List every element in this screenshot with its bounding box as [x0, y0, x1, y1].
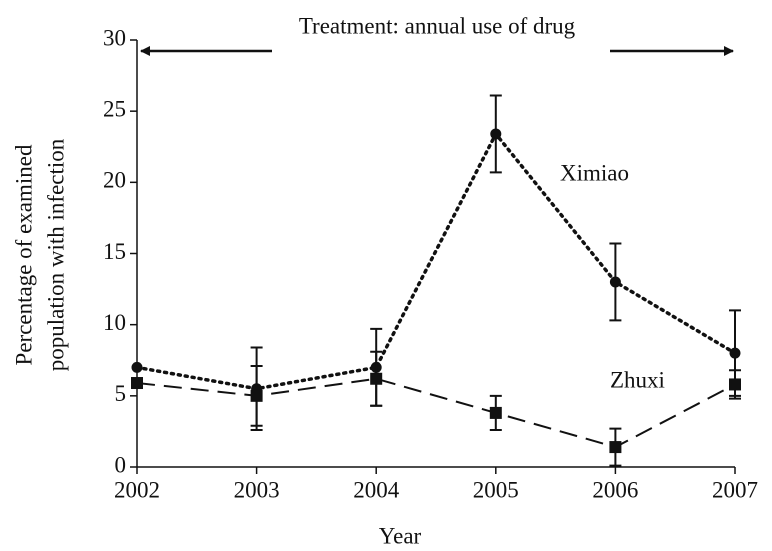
series-line — [136, 377, 736, 449]
x-tick-label: 2002 — [114, 477, 160, 502]
y-tick-label: 30 — [103, 25, 126, 50]
x-tick-label: 2003 — [234, 477, 280, 502]
y-axis-label-line: Percentage of examined — [11, 144, 36, 365]
point — [609, 441, 622, 454]
x-tick-label: 2004 — [353, 477, 400, 502]
y-axis-label: Percentage of examined population with i… — [11, 138, 68, 371]
x-tick-label: 2006 — [592, 477, 638, 502]
y-tick-label: 5 — [115, 381, 127, 406]
point — [489, 406, 502, 419]
y-tick-label: 20 — [103, 168, 126, 193]
point — [131, 361, 143, 373]
point — [370, 372, 383, 385]
series-label: Ximiao — [560, 160, 629, 185]
y-axis-label-line: population with infection — [43, 138, 68, 371]
x-tick-label: 2007 — [712, 477, 758, 502]
y-tick-label: 15 — [103, 239, 126, 264]
y-tick-label: 25 — [103, 96, 126, 121]
y-tick-label: 10 — [103, 310, 126, 335]
point — [131, 377, 143, 390]
series-label: Zhuxi — [610, 367, 665, 392]
y-tick-label: 0 — [115, 452, 127, 477]
point — [729, 378, 741, 391]
point — [490, 128, 502, 140]
point — [729, 347, 741, 359]
x-tick-label: 2005 — [473, 477, 519, 502]
annotation: Treatment: annual use of drug — [299, 13, 576, 38]
x-axis-label: Year — [379, 523, 422, 548]
point — [250, 389, 263, 402]
series-line — [135, 130, 737, 391]
point — [609, 276, 621, 288]
